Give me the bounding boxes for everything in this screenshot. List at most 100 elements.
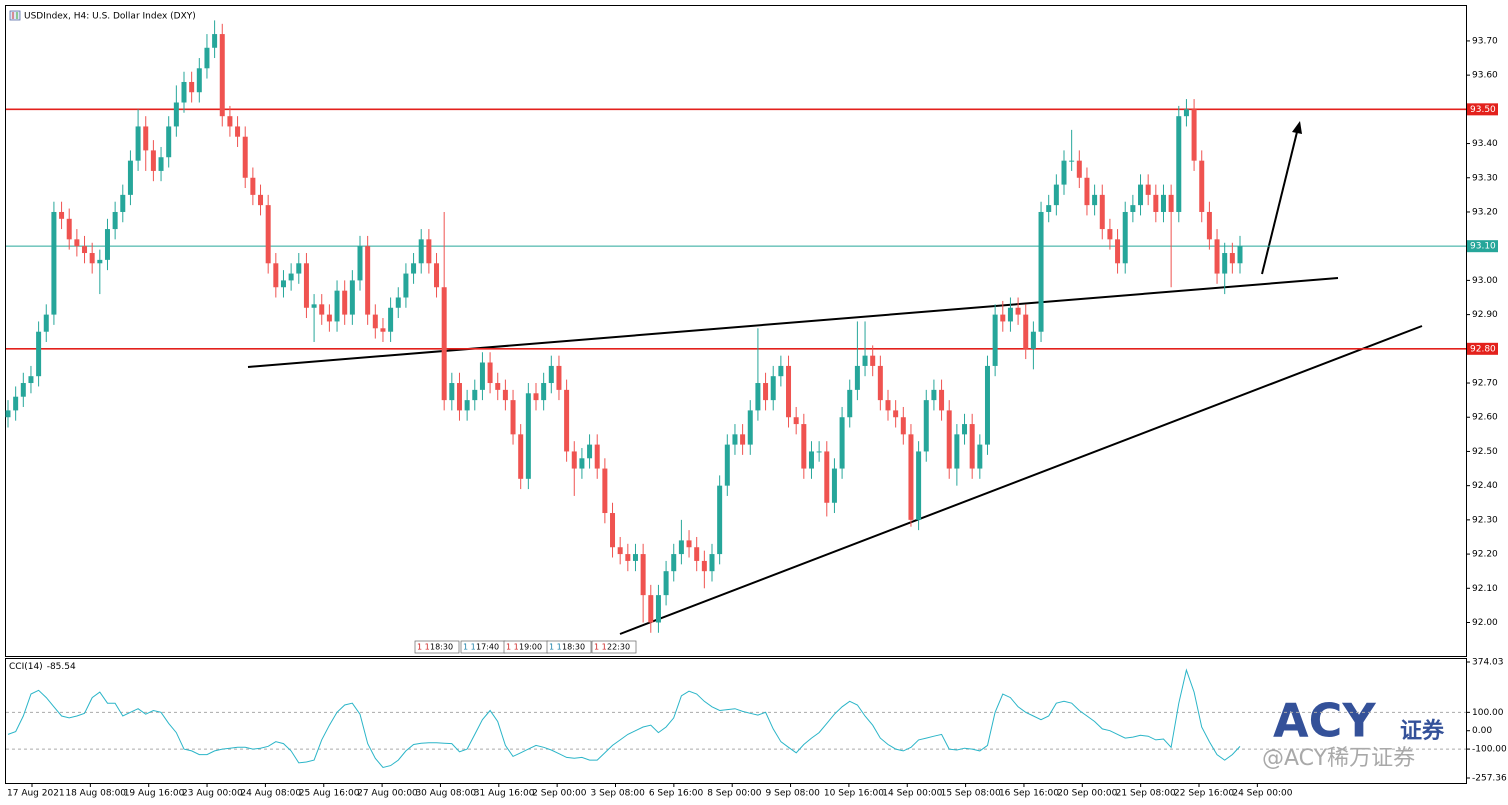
candle-body [678, 540, 684, 555]
candle-body [1222, 253, 1228, 274]
candle-body [1183, 109, 1189, 117]
candle-body [923, 400, 929, 452]
candle-body [36, 331, 42, 377]
x-tick-label: 31 Aug 16:00 [474, 789, 535, 799]
cci-tick-label: -257.36 [1472, 774, 1507, 784]
candle-body [403, 273, 409, 298]
candle-body [380, 328, 386, 332]
y-tick-label: 93.00 [1472, 276, 1498, 286]
candle-body [1145, 184, 1151, 195]
candle-body [104, 229, 110, 260]
candle-body [418, 239, 424, 264]
candle-body [885, 400, 891, 411]
cci-tick-label: 0.00 [1472, 726, 1492, 736]
candle-body [487, 362, 493, 384]
candle-body [59, 211, 65, 219]
candle-body [847, 389, 853, 418]
candle-body [939, 389, 945, 411]
candle-body [1191, 109, 1197, 161]
x-tick-label: 6 Sep 16:00 [649, 789, 704, 799]
candle-body [319, 304, 325, 315]
candle-body [1099, 194, 1105, 230]
cci-line [7, 668, 1241, 769]
candle-body [1046, 205, 1052, 212]
y-tick-label: 93.40 [1472, 139, 1498, 149]
candle-body [1007, 307, 1013, 322]
candle-body [1076, 160, 1082, 178]
candle-body [663, 571, 669, 596]
candle-body [426, 239, 432, 264]
candle-body [20, 383, 26, 397]
candle-body [1237, 246, 1243, 264]
candle-body [1176, 116, 1182, 212]
candle-body [1199, 160, 1205, 212]
candle-body [296, 263, 302, 274]
candle-body [533, 393, 539, 401]
chart-title: USDIndex, H4: U.S. Dollar Index (DXY) [24, 12, 196, 22]
candle-body [1038, 211, 1044, 332]
candle-body [395, 297, 401, 308]
y-tick-label: 92.50 [1472, 447, 1498, 457]
candle-body [900, 417, 906, 435]
candle-body [778, 365, 784, 377]
candle-body [28, 376, 34, 384]
x-tick-label: 20 Sep 00:00 [1057, 789, 1117, 799]
candle-body [594, 444, 600, 469]
candle-body [464, 400, 470, 411]
candle-body [793, 417, 799, 425]
cci-name: CCI(14) [9, 662, 43, 672]
candle-body [763, 383, 769, 401]
candle-body [456, 383, 462, 411]
y-tick-label: 93.20 [1472, 207, 1498, 217]
candle-body [709, 554, 715, 572]
candle-body [5, 410, 11, 418]
candle-body [235, 126, 241, 137]
x-tick-label: 8 Sep 00:00 [707, 789, 762, 799]
candle-body [694, 547, 700, 561]
candle-body [747, 410, 753, 445]
y-tick-label: 93.60 [1472, 71, 1498, 81]
candle-body [946, 410, 952, 469]
candle-body [1053, 184, 1059, 206]
x-tick-label: 2 Sep 00:00 [532, 789, 587, 799]
trade-label-time: 19:00 [519, 643, 542, 652]
watermark: ACY 证券 @ACY稀万证券 [1262, 694, 1445, 772]
candle-body [686, 540, 692, 548]
candle-body [1229, 253, 1235, 264]
candle-body [579, 458, 585, 469]
candle-body [625, 554, 631, 561]
candle-body [1206, 211, 1212, 240]
candle-body [311, 304, 317, 308]
candle-body [655, 595, 661, 623]
candle-body [1107, 229, 1113, 240]
candle-body [326, 314, 332, 322]
candle-body [365, 246, 371, 315]
y-tick-label: 93.70 [1472, 36, 1498, 46]
candle-body [602, 468, 608, 514]
candle-body [808, 451, 814, 469]
candle-body [724, 444, 730, 486]
x-tick-label: 19 Aug 16:00 [124, 789, 185, 799]
candle-body [916, 451, 922, 520]
trade-label-time: 22:30 [607, 643, 630, 652]
candle-body [1122, 211, 1128, 264]
candle-body [908, 434, 914, 520]
candle-body [1168, 194, 1174, 212]
y-tick-label: 92.20 [1472, 550, 1498, 560]
x-tick-label: 10 Sep 16:00 [824, 789, 884, 799]
candle-body [1084, 177, 1090, 206]
candle-body [97, 259, 103, 264]
x-tick-label: 30 Aug 08:00 [415, 789, 476, 799]
candle-body [786, 365, 792, 418]
trade-label-time: 17:40 [476, 643, 499, 652]
candle-body [632, 554, 638, 561]
candle-body [617, 547, 623, 555]
trade-label-box [546, 640, 592, 654]
candle-body [740, 434, 746, 445]
candle-body [219, 34, 225, 117]
candle-body [1030, 331, 1036, 349]
price-level-box [1467, 240, 1498, 253]
candle-body [303, 263, 309, 308]
y-tick-label: 92.90 [1472, 310, 1498, 320]
